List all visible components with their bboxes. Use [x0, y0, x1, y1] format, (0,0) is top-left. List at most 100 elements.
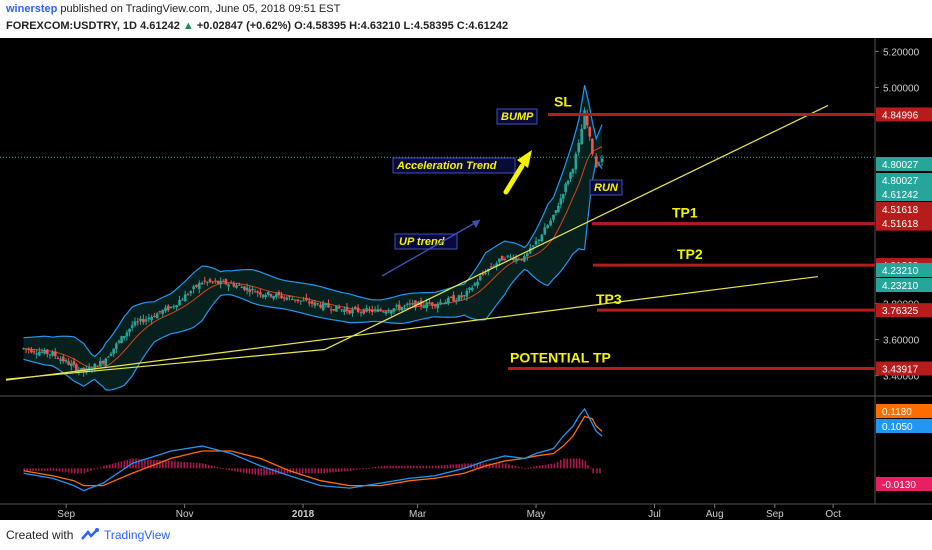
candle-body — [53, 351, 57, 357]
candle-body — [534, 241, 538, 245]
macd-histogram-bar — [446, 464, 449, 469]
candle-body — [206, 281, 209, 283]
macd-histogram-bar — [317, 468, 320, 474]
acceleration-arrow-icon — [503, 163, 525, 195]
created-with-text: Created with — [6, 528, 74, 542]
macd-histogram-bar — [329, 468, 331, 473]
chart-area[interactable]: 5.200005.000003.800003.600003.40000SepNo… — [0, 38, 932, 520]
macd-histogram-bar — [159, 460, 161, 469]
candle-body — [261, 294, 265, 298]
macd-histogram-bar — [371, 467, 374, 469]
candle-body — [329, 309, 333, 311]
macd-histogram-bar — [99, 467, 102, 469]
price-tag — [876, 216, 932, 230]
candle-body — [150, 316, 153, 321]
macd-histogram-bar — [108, 464, 111, 469]
candle-body — [580, 128, 583, 145]
candle-body — [489, 266, 493, 268]
macd-histogram-bar — [578, 458, 581, 469]
macd-histogram-bar — [222, 468, 225, 470]
candle-body — [245, 287, 249, 291]
macd-histogram-bar — [171, 460, 173, 469]
macd-histogram-bar — [269, 468, 271, 475]
candle-body — [564, 183, 567, 193]
macd-histogram-bar — [207, 464, 210, 469]
macd-histogram-bar — [569, 458, 572, 469]
candle-body — [408, 303, 412, 305]
macd-histogram-bar — [129, 459, 131, 469]
candle-body — [335, 305, 338, 312]
macd-value-tag — [876, 419, 932, 433]
candle-body — [591, 138, 594, 154]
candle-body — [183, 294, 187, 302]
macd-histogram-bar — [392, 465, 394, 469]
candle-body — [478, 276, 482, 281]
author-link[interactable]: winerstep — [6, 3, 58, 15]
bump-annotation: BUMP — [501, 111, 534, 123]
bollinger-band-fill — [23, 85, 603, 391]
macd-histogram-bar — [228, 468, 230, 471]
macd-histogram-bar — [165, 460, 167, 469]
candle-body — [305, 297, 308, 301]
candle-body — [93, 363, 97, 369]
candle-body — [153, 316, 156, 318]
candle-body — [248, 289, 252, 293]
candle-body — [414, 300, 417, 308]
macd-histogram-bar — [237, 468, 239, 472]
macd-histogram-bar — [514, 465, 517, 469]
candle-body — [552, 214, 555, 220]
macd-histogram-bar — [49, 468, 52, 471]
macd-histogram-bar — [431, 465, 434, 469]
candle-body — [345, 306, 349, 312]
candle-body — [439, 302, 442, 304]
candle-body — [224, 279, 228, 285]
tradingview-logo-icon — [81, 528, 99, 540]
macd-histogram-bar — [365, 468, 367, 470]
candle-body — [577, 142, 581, 153]
candle-body — [79, 368, 83, 372]
macd-histogram-bar — [67, 468, 70, 473]
macd-histogram-bar — [93, 468, 95, 470]
macd-histogram-bar — [425, 465, 428, 469]
candle-body — [227, 284, 230, 287]
macd-histogram-bar — [332, 468, 334, 473]
candle-body — [293, 299, 297, 301]
candle-body — [133, 321, 137, 326]
candle-body — [178, 299, 181, 306]
candle-body — [216, 280, 220, 284]
macd-histogram-bar — [338, 468, 340, 472]
macd-histogram-bar — [559, 460, 562, 469]
macd-histogram-bar — [404, 465, 406, 469]
tradingview-link[interactable]: TradingView — [104, 528, 171, 542]
macd-histogram-bar — [511, 465, 514, 469]
candle-body — [457, 295, 461, 301]
candle-body — [373, 309, 377, 311]
macd-histogram-bar — [189, 462, 192, 469]
macd-histogram-bar — [263, 468, 265, 476]
macd-histogram-bar — [482, 463, 485, 469]
candle-body — [390, 310, 393, 314]
candle-body — [269, 294, 273, 297]
candle-body — [520, 258, 523, 261]
macd-histogram-bar — [103, 465, 105, 469]
candle-body — [30, 349, 33, 353]
candle-body — [546, 225, 549, 228]
x-tick-label: Mar — [409, 509, 427, 520]
macd-histogram-bar — [476, 463, 479, 469]
x-tick-label: Sep — [766, 509, 784, 520]
macd-value-tag — [876, 404, 932, 418]
candle-body — [251, 288, 254, 291]
macd-histogram-bar — [40, 468, 43, 471]
candle-body — [161, 310, 165, 314]
macd-histogram-bar — [547, 464, 550, 469]
macd-histogram-bar — [314, 468, 316, 474]
macd-histogram-bar — [449, 464, 452, 469]
macd-histogram-bar — [305, 468, 307, 474]
candle-body — [476, 281, 479, 286]
candle-body — [101, 360, 105, 364]
candle-body — [559, 198, 563, 205]
price-tag-text: 4.23210 — [882, 266, 919, 277]
macd-histogram-bar — [141, 458, 143, 469]
macd-histogram-bar — [563, 458, 565, 469]
candle-body — [186, 294, 190, 296]
